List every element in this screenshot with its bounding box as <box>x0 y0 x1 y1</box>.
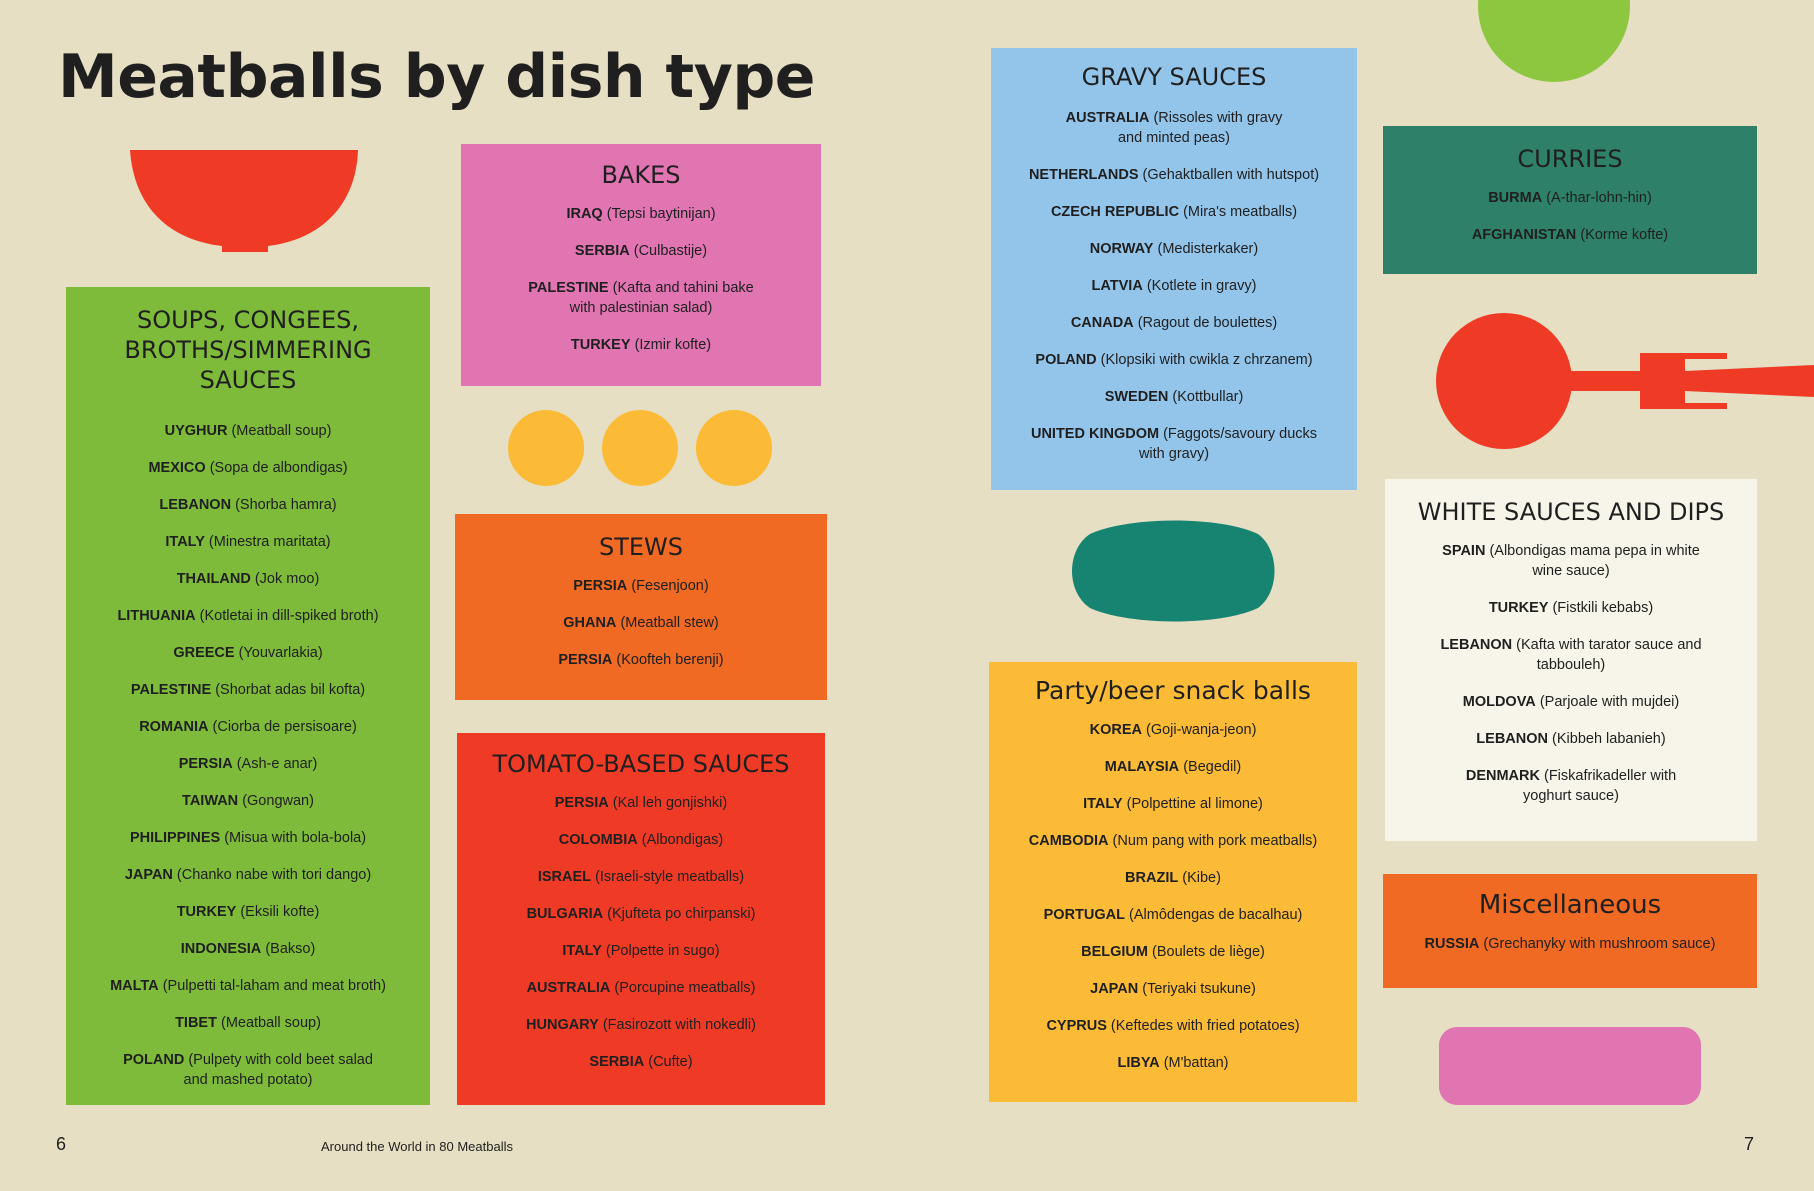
party-list: KOREA (Goji-wanja-jeon) MALAYSIA (Begedi… <box>1001 720 1345 1073</box>
list-item: SERBIA (Cufte) <box>589 1054 693 1070</box>
list-item: PALESTINE (Kafta and tahini bake with pa… <box>528 280 754 316</box>
white-card: WHITE SAUCES AND DIPS SPAIN (Albondigas … <box>1385 479 1757 841</box>
list-item: PERSIA (Fesenjoon) <box>573 578 709 594</box>
list-item: AUSTRALIA (Rissoles with gravy and minte… <box>1065 110 1283 146</box>
list-item: POLAND (Pulpety with cold beet salad and… <box>123 1052 373 1088</box>
list-item: ITALY (Polpette in sugo) <box>562 943 720 959</box>
list-item: GREECE (Youvarlakia) <box>173 645 323 661</box>
gravy-title: GRAVY SAUCES <box>1081 63 1267 91</box>
list-item: UYGHUR (Meatball soup) <box>164 423 332 439</box>
list-item: MALAYSIA (Begedil) <box>1104 759 1242 775</box>
list-item: KOREA (Goji-wanja-jeon) <box>1089 722 1257 738</box>
soups-list: UYGHUR (Meatball soup) MEXICO (Sopa de a… <box>78 421 418 1090</box>
green-circle <box>1478 0 1630 82</box>
list-item: PHILIPPINES (Misua with bola-bola) <box>129 830 367 846</box>
pink-pill <box>1439 1027 1701 1105</box>
list-item: ITALY (Polpettine al limone) <box>1083 796 1263 812</box>
bowl-icon <box>130 150 358 252</box>
list-item: CZECH REPUBLIC (Mira's meatballs) <box>1050 204 1298 220</box>
white-title: WHITE SAUCES AND DIPS <box>1417 498 1725 526</box>
page-title: Meatballs by dish type <box>58 42 815 112</box>
list-item: LEBANON (Shorba hamra) <box>159 497 337 513</box>
fork-icon <box>1436 313 1814 449</box>
list-item: IRAQ (Tepsi baytinijan) <box>566 206 716 222</box>
list-item: LIBYA (M'battan) <box>1117 1055 1229 1071</box>
list-item: LITHUANIA (Kotletai in dill-spiked broth… <box>117 608 379 624</box>
list-item: PERSIA (Ash-e anar) <box>178 756 318 772</box>
soups-card: SOUPS, CONGEES, BROTHS/SIMMERING SAUCES … <box>66 287 430 1105</box>
list-item: PERSIA (Koofteh berenji) <box>558 652 724 668</box>
list-item: DENMARK (Fiskafrikadeller with yoghurt s… <box>1465 768 1677 804</box>
list-item: MALTA (Pulpetti tal-laham and meat broth… <box>110 978 386 994</box>
list-item: SERBIA (Culbastije) <box>574 243 708 259</box>
misc-list: RUSSIA (Grechanyky with mushroom sauce) <box>1395 934 1745 954</box>
bakes-list: IRAQ (Tepsi baytinijan) SERBIA (Culbasti… <box>473 204 809 355</box>
list-item: TURKEY (Izmir kofte) <box>570 337 712 353</box>
list-item: LEBANON (Kafta with tarator sauce and ta… <box>1440 637 1702 673</box>
page-number-right: 7 <box>1744 1134 1755 1154</box>
misc-card: Miscellaneous RUSSIA (Grechanyky with mu… <box>1383 874 1757 988</box>
list-item: NETHERLANDS (Gehaktballen with hutspot) <box>1028 167 1320 183</box>
gravy-list: AUSTRALIA (Rissoles with gravy and minte… <box>1003 108 1345 464</box>
list-item: BURMA (A-thar-lohn-hin) <box>1488 190 1652 206</box>
list-item: CAMBODIA (Num pang with pork meatballs) <box>1028 833 1318 849</box>
curries-card: CURRIES BURMA (A-thar-lohn-hin) AFGHANIS… <box>1383 126 1757 274</box>
tomato-title: TOMATO-BASED SAUCES <box>492 750 790 778</box>
stews-card: STEWS PERSIA (Fesenjoon) GHANA (Meatball… <box>455 514 827 700</box>
list-item: TAIWAN (Gongwan) <box>182 793 314 809</box>
teal-oval <box>1072 520 1275 622</box>
list-item: THAILAND (Jok moo) <box>176 571 320 587</box>
list-item: ROMANIA (Ciorba de persisoare) <box>139 719 357 735</box>
list-item: ITALY (Minestra maritata) <box>165 534 331 550</box>
list-item: CANADA (Ragout de boulettes) <box>1070 315 1278 331</box>
list-item: CYPRUS (Keftedes with fried potatoes) <box>1046 1018 1300 1034</box>
curries-title: CURRIES <box>1517 145 1623 173</box>
gravy-card: GRAVY SAUCES AUSTRALIA (Rissoles with gr… <box>991 48 1357 490</box>
misc-title: Miscellaneous <box>1478 890 1662 920</box>
meatball-trio-icon <box>508 410 772 486</box>
list-item: PORTUGAL (Almôdengas de bacalhau) <box>1043 907 1303 923</box>
curries-list: BURMA (A-thar-lohn-hin) AFGHANISTAN (Kor… <box>1395 188 1745 245</box>
list-item: RUSSIA (Grechanyky with mushroom sauce) <box>1424 936 1716 952</box>
list-item: BELGIUM (Boulets de liège) <box>1081 944 1265 960</box>
list-item: TURKEY (Fistkili kebabs) <box>1488 600 1654 616</box>
list-item: SWEDEN (Kottbullar) <box>1104 389 1244 405</box>
tomato-card: TOMATO-BASED SAUCES PERSIA (Kal leh gonj… <box>457 733 825 1105</box>
list-item: INDONESIA (Bakso) <box>180 941 316 957</box>
list-item: NORWAY (Medisterkaker) <box>1089 241 1259 257</box>
list-item: POLAND (Klopsiki with cwikla z chrzanem) <box>1035 352 1313 368</box>
stews-title: STEWS <box>598 533 684 561</box>
list-item: JAPAN (Teriyaki tsukune) <box>1090 981 1256 997</box>
list-item: GHANA (Meatball stew) <box>563 615 719 631</box>
book-title: Around the World in 80 Meatballs <box>321 1139 513 1154</box>
list-item: COLOMBIA (Albondigas) <box>558 832 724 848</box>
list-item: AUSTRALIA (Porcupine meatballs) <box>526 980 756 996</box>
party-card: Party/beer snack balls KOREA (Goji-wanja… <box>989 662 1357 1102</box>
list-item: PALESTINE (Shorbat adas bil kofta) <box>130 682 366 698</box>
party-title: Party/beer snack balls <box>1035 676 1311 705</box>
stews-list: PERSIA (Fesenjoon) GHANA (Meatball stew)… <box>467 576 815 670</box>
list-item: ISRAEL (Israeli-style meatballs) <box>537 869 745 885</box>
list-item: AFGHANISTAN (Korme kofte) <box>1471 227 1669 243</box>
tomato-list: PERSIA (Kal leh gonjishki) COLOMBIA (Alb… <box>469 793 813 1072</box>
list-item: TURKEY (Eksili kofte) <box>176 904 320 920</box>
page-number-left: 6 <box>56 1134 67 1154</box>
list-item: HUNGARY (Fasirozott with nokedli) <box>526 1017 756 1033</box>
list-item: LATVIA (Kotlete in gravy) <box>1091 278 1257 294</box>
list-item: UNITED KINGDOM (Faggots/savoury ducks wi… <box>1030 426 1318 462</box>
list-item: MOLDOVA (Parjoale with mujdei) <box>1462 694 1680 710</box>
list-item: JAPAN (Chanko nabe with tori dango) <box>124 867 372 883</box>
list-item: TIBET (Meatball soup) <box>175 1015 321 1031</box>
bakes-title: BAKES <box>601 161 681 189</box>
bakes-card: BAKES IRAQ (Tepsi baytinijan) SERBIA (Cu… <box>461 144 821 386</box>
soups-title: SOUPS, CONGEES, BROTHS/SIMMERING SAUCES <box>124 306 372 394</box>
list-item: BULGARIA (Kjufteta po chirpanski) <box>526 906 756 922</box>
list-item: BRAZIL (Kibe) <box>1125 870 1221 886</box>
list-item: LEBANON (Kibbeh labanieh) <box>1476 731 1666 747</box>
list-item: PERSIA (Kal leh gonjishki) <box>554 795 728 811</box>
list-item: SPAIN (Albondigas mama pepa in white win… <box>1442 543 1700 579</box>
list-item: MEXICO (Sopa de albondigas) <box>148 460 348 476</box>
white-list: SPAIN (Albondigas mama pepa in white win… <box>1397 541 1745 806</box>
